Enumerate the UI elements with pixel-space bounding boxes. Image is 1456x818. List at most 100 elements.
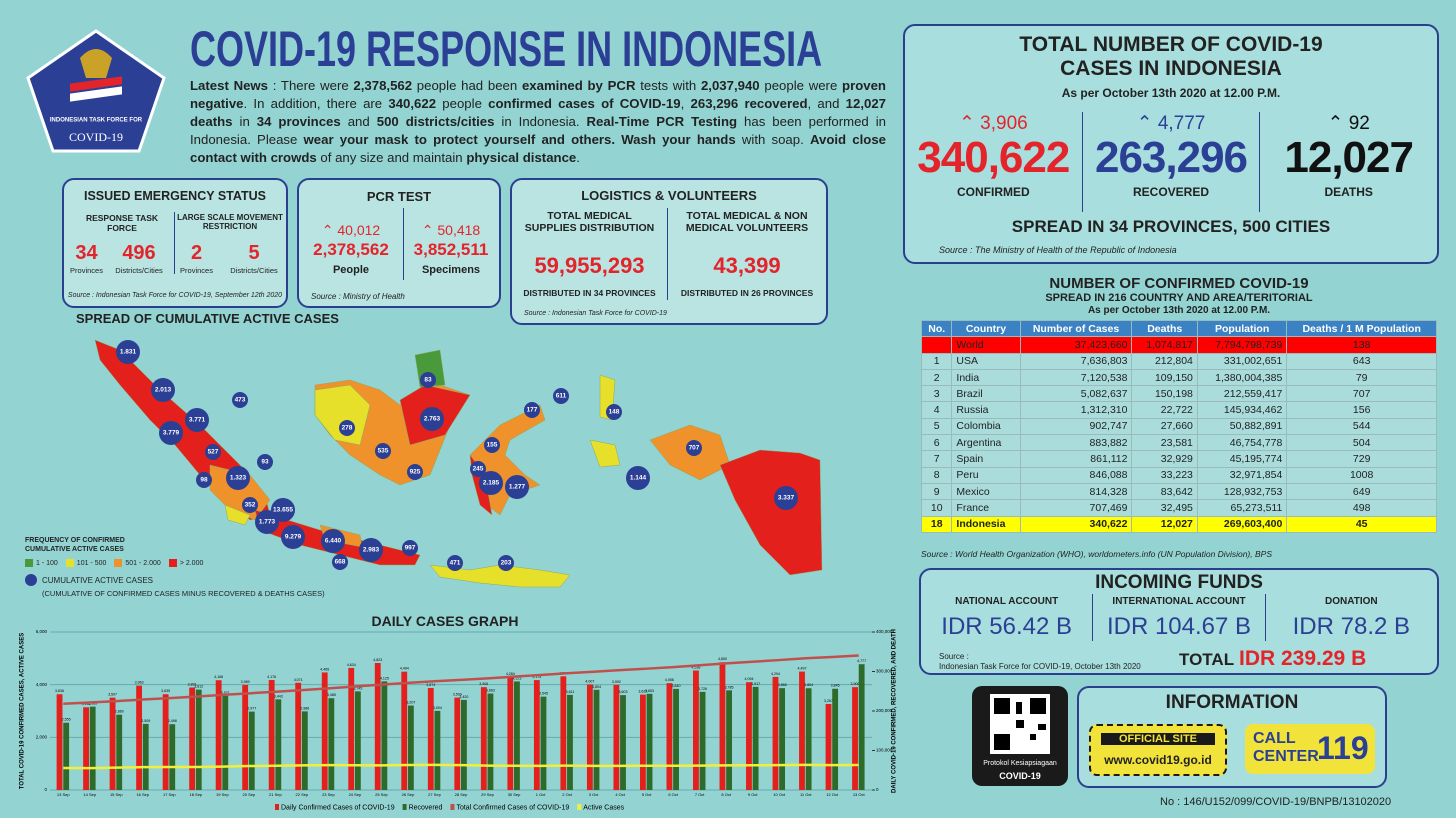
value-label: 3,726 [698, 687, 707, 691]
table-cell: 8 [920, 466, 953, 484]
emergency-box: ISSUED EMERGENCY STATUS RESPONSE TASK FO… [62, 178, 288, 308]
table-cell: 544 [1286, 417, 1437, 436]
bubble-circle [553, 388, 569, 404]
x-tick-label: 16 Sep [136, 792, 149, 797]
delta: ⌃ 4,777 [1136, 113, 1206, 134]
table-cell: 6 [920, 434, 953, 452]
table-cell: 5 [920, 417, 953, 436]
bubble: 9.279 [281, 525, 305, 549]
table-cell: 138 [1286, 336, 1437, 354]
x-tick-label: 27 Sep [428, 792, 441, 797]
bubble-circle [484, 437, 500, 453]
bubble-circle [447, 555, 463, 571]
map: 1.831 2.013 3.771 3.779 473 527 93 98 1.323 352 13… [94, 339, 823, 588]
news-text: Real-Time PCR Testing [586, 114, 738, 129]
table-row: 5 Colombia 902,747 27,660 50,882,891 544 [920, 417, 1437, 436]
table-cell: 331,002,651 [1196, 352, 1288, 370]
delta: ⌃ 40,012 [321, 222, 381, 238]
legend-label: Daily Confirmed Cases of COVID-19 [281, 804, 395, 811]
account-value: IDR 104.67 B [1106, 613, 1252, 640]
table-row: 6 Argentina 883,882 23,581 46,754,778 504 [920, 434, 1437, 452]
bubble-circle [185, 408, 209, 432]
bubble: 707 [686, 440, 702, 456]
bar [639, 694, 646, 790]
bubble-label: 1.144 [630, 475, 647, 482]
account-label: INTERNATIONAL ACCOUNT [1112, 596, 1246, 607]
table-cell: 1008 [1286, 466, 1437, 484]
table-cell: 145,934,462 [1196, 401, 1288, 419]
y-tick-label: 0 [44, 787, 47, 792]
news-text: 2,378,562 [353, 78, 413, 93]
news-text: proven negative [190, 78, 886, 111]
value-label: 3,507 [108, 693, 117, 697]
bubble: 527 [205, 444, 221, 460]
bubble: 203 [498, 555, 514, 571]
delta: ⌃ 3,906 [958, 113, 1028, 134]
bubble-label: 2.185 [483, 480, 500, 487]
column-header: Deaths [1131, 319, 1198, 338]
news-text: , and [807, 96, 846, 111]
table-cell: 504 [1286, 434, 1437, 452]
x-tick-label: 11 Oct [800, 792, 812, 797]
news-text: people [436, 96, 489, 111]
bubble: 93 [257, 454, 273, 470]
bar [434, 710, 441, 790]
bubble-label: 93 [261, 459, 269, 466]
table-cell: 128,932,753 [1196, 482, 1288, 501]
legend-item: 101 - 500 [65, 559, 106, 567]
stat-label: People [332, 264, 370, 276]
x-tick-label: 19 Sep [216, 792, 229, 797]
chart-legend: Daily Confirmed Cases of COVID-19 Recover… [275, 804, 625, 811]
value-label: 4,094 [744, 677, 753, 681]
value-label: 4,850 [718, 657, 727, 661]
value-label: 4,497 [797, 667, 806, 671]
bar [109, 697, 116, 790]
news-text: 2,037,940 [700, 78, 760, 93]
bubble-label: 2.763 [424, 416, 441, 423]
account-value: IDR 56.42 B [941, 613, 1073, 640]
table-cell: 269,603,400 [1196, 515, 1288, 533]
chart-title: DAILY CASES GRAPH [371, 613, 519, 629]
bubble-label: 997 [405, 545, 416, 552]
bubble: 997 [402, 540, 418, 556]
x-tick-label: 29 Sep [481, 792, 494, 797]
bubble-label: 6.440 [325, 538, 342, 545]
table-cell: 18 [920, 515, 953, 533]
table-cell: USA [951, 352, 1021, 370]
bubble: 535 [375, 443, 391, 459]
header-row: No. Country Number of Cases Deaths Populatio… [920, 319, 1437, 338]
value-label: 2,509 [141, 719, 150, 723]
bubble-label: 535 [378, 448, 389, 455]
legend-swatch [577, 804, 582, 810]
x-tick-label: 13 Sep [57, 792, 70, 797]
x-tick-label: 14 Sep [83, 792, 96, 797]
value-label: 3,207 [406, 701, 415, 705]
bar [407, 705, 414, 790]
bubble-circle [359, 538, 383, 562]
bar [772, 676, 779, 790]
table-cell: 902,747 [1019, 417, 1133, 436]
bubble-label: 668 [335, 559, 346, 566]
y-tick-label: 2,000 [36, 735, 48, 740]
bubble-label: 203 [501, 560, 512, 567]
box-title: ISSUED EMERGENCY STATUS [84, 189, 266, 203]
bar [354, 691, 361, 790]
table-cell: 7,120,538 [1019, 368, 1133, 387]
legend-swatch [275, 804, 279, 810]
bubble-circle [686, 440, 702, 456]
value-label: 4,174 [532, 675, 541, 679]
news-text: 340,622 [388, 96, 437, 111]
value-label: 2,498 [168, 719, 177, 723]
account: INTERNATIONAL ACCOUNT IDR 104.67 B [1093, 594, 1266, 641]
title-line: TOTAL NUMBER OF COVID-19 [1019, 33, 1323, 56]
news-text: in [232, 114, 257, 129]
bubble-circle [196, 472, 212, 488]
table-cell: 150,198 [1131, 385, 1198, 403]
value-label: 3,992 [612, 680, 621, 684]
value-label: 3,571 [221, 691, 230, 695]
value-label: 4,056 [665, 678, 674, 682]
source: Indonesian Task Force for COVID-19, Octo… [939, 662, 1141, 671]
col-heading: RESPONSE TASK FORCE [85, 213, 159, 233]
bubble-circle [774, 486, 798, 510]
news-text: confirmed cases of COVID-19 [488, 96, 681, 111]
